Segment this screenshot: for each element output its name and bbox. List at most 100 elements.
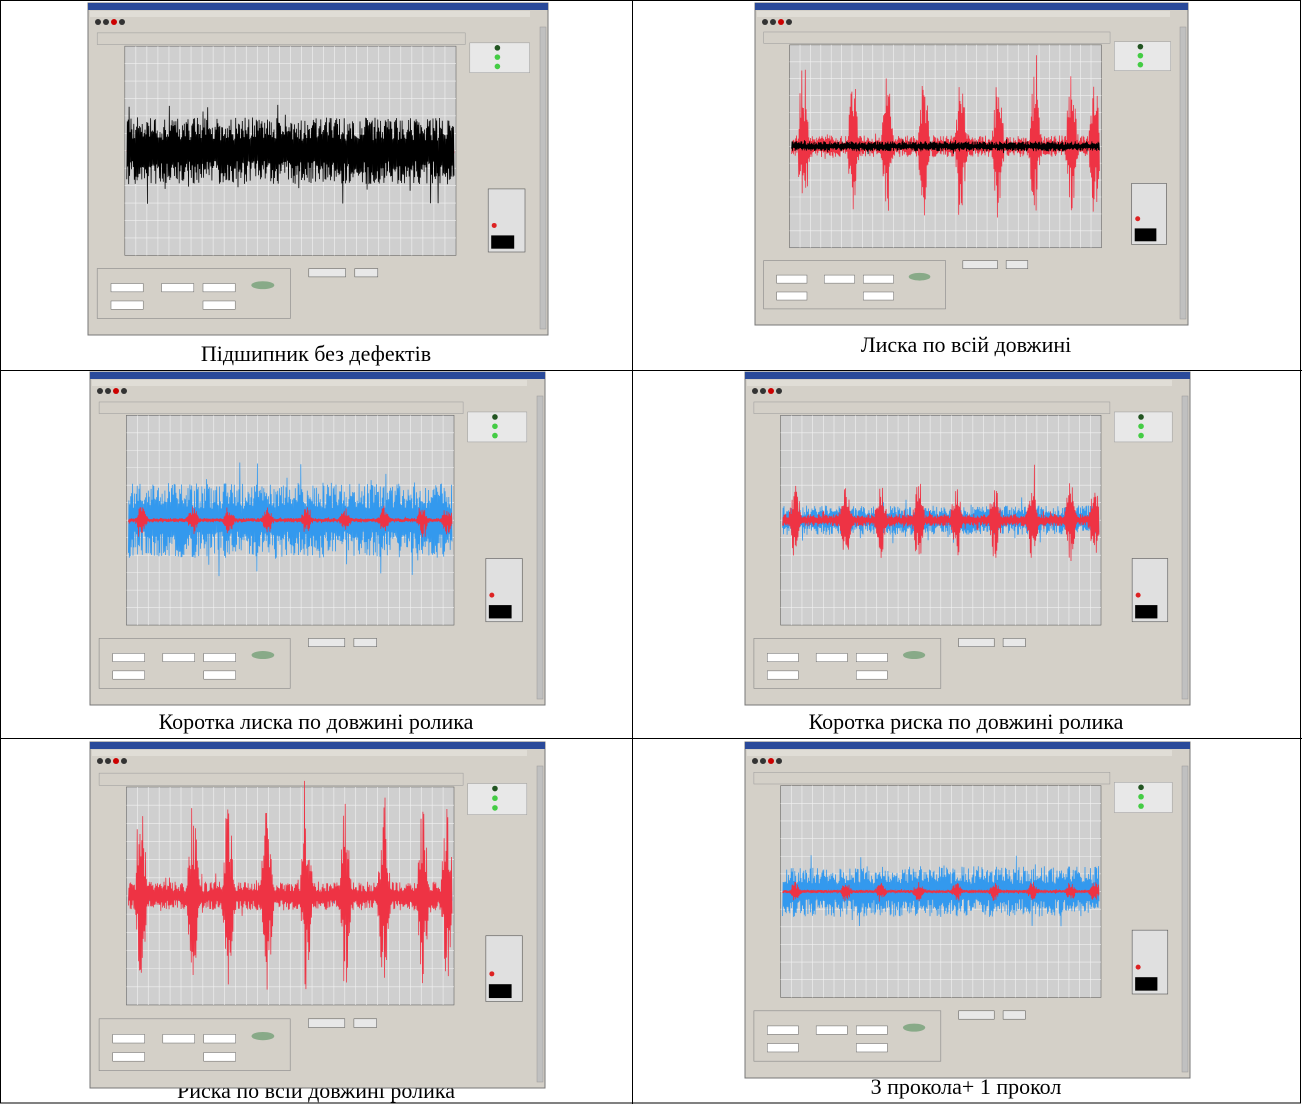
input-field: [111, 284, 143, 292]
tab-strip: [754, 402, 1110, 414]
input-field: [816, 1026, 847, 1034]
toolbar-icon: [762, 19, 768, 25]
input-field: [767, 671, 798, 679]
indicator: [1138, 423, 1144, 429]
input-field: [113, 653, 145, 661]
tab-strip: [764, 32, 1110, 43]
tool-icon: [489, 593, 494, 598]
title-bar: [90, 742, 545, 749]
toolbar-icon: [103, 19, 109, 25]
title-bar: [90, 372, 545, 379]
input-field: [856, 1044, 887, 1052]
button: [308, 1019, 344, 1028]
toggle: [252, 1032, 275, 1040]
scrollbar: [1180, 27, 1186, 319]
menu-bar: [747, 380, 1172, 386]
screenshot: [745, 372, 1190, 705]
toolbar-icon: [768, 758, 774, 764]
tool-icon: [489, 984, 512, 998]
toggle: [251, 281, 274, 289]
toolbar-icon: [121, 388, 127, 394]
input-field: [204, 671, 236, 679]
tab-strip: [97, 33, 465, 45]
indicator: [1138, 803, 1144, 809]
button: [1006, 261, 1028, 269]
title-bar: [745, 372, 1190, 379]
input-field: [816, 653, 847, 661]
indicator: [492, 423, 498, 429]
input-field: [203, 301, 235, 309]
input-field: [824, 275, 854, 283]
button: [355, 269, 378, 277]
indicator: [1138, 794, 1144, 800]
input-field: [204, 653, 236, 661]
indicator: [492, 795, 498, 801]
tool-icon: [1136, 965, 1141, 970]
toolbar-icon: [760, 758, 766, 764]
indicator: [492, 433, 498, 439]
button: [1003, 1011, 1025, 1019]
toggle: [903, 651, 925, 659]
indicator: [492, 786, 498, 792]
tool-icon: [489, 605, 512, 618]
toolbar-icon: [105, 758, 111, 764]
screenshot: [755, 3, 1188, 325]
toolbar-icon: [768, 388, 774, 394]
indicator: [1138, 414, 1144, 420]
menu-bar: [757, 11, 1170, 17]
toggle: [252, 651, 275, 659]
button: [309, 269, 346, 277]
toolbar-icon: [760, 388, 766, 394]
input-field: [111, 301, 143, 309]
title-bar: [745, 742, 1190, 749]
menu-bar: [90, 11, 530, 17]
tool-icon: [492, 223, 497, 228]
page: Підшипник без дефектів Лиска по всій дов…: [0, 0, 1302, 1104]
screenshot: [90, 372, 545, 705]
input-field: [863, 275, 893, 283]
screenshot: [88, 3, 548, 335]
toolbar-icon: [786, 19, 792, 25]
button: [963, 261, 998, 269]
input-field: [777, 275, 807, 283]
menu-bar: [92, 380, 527, 386]
input-field: [204, 1034, 236, 1043]
indicator: [492, 805, 498, 811]
input-field: [113, 1034, 145, 1043]
indicator: [492, 414, 498, 420]
toolbar-icon: [111, 19, 117, 25]
button: [959, 638, 995, 646]
input-field: [777, 292, 807, 300]
toolbar-icon: [776, 388, 782, 394]
scrollbar: [1182, 396, 1188, 699]
input-field: [113, 671, 145, 679]
menu-bar: [92, 750, 527, 756]
scrollbar: [1182, 766, 1188, 1072]
control-group: [97, 269, 290, 319]
input-field: [856, 1026, 887, 1034]
input-field: [163, 1034, 195, 1043]
toolbar-icon: [752, 388, 758, 394]
caption: Підшипник без дефектів: [201, 341, 431, 366]
button: [354, 638, 377, 646]
indicator: [495, 45, 501, 51]
toggle: [909, 273, 931, 281]
toolbar-icon: [113, 388, 119, 394]
indicator: [495, 54, 501, 60]
button: [354, 1019, 377, 1028]
input-field: [203, 284, 235, 292]
control-group: [754, 1011, 941, 1061]
indicator: [1138, 785, 1144, 791]
tool-icon: [1136, 593, 1141, 598]
button: [1003, 638, 1025, 646]
tab-strip: [99, 402, 463, 414]
scrollbar: [540, 27, 546, 329]
input-field: [163, 653, 195, 661]
indicator: [1138, 44, 1144, 50]
toolbar-icon: [776, 758, 782, 764]
toolbar-icon: [105, 388, 111, 394]
control-group: [754, 638, 941, 688]
caption: Лиска по всій довжині: [861, 332, 1072, 357]
document-table: Підшипник без дефектів Лиска по всій дов…: [0, 0, 1302, 1104]
tool-icon: [1135, 216, 1140, 221]
